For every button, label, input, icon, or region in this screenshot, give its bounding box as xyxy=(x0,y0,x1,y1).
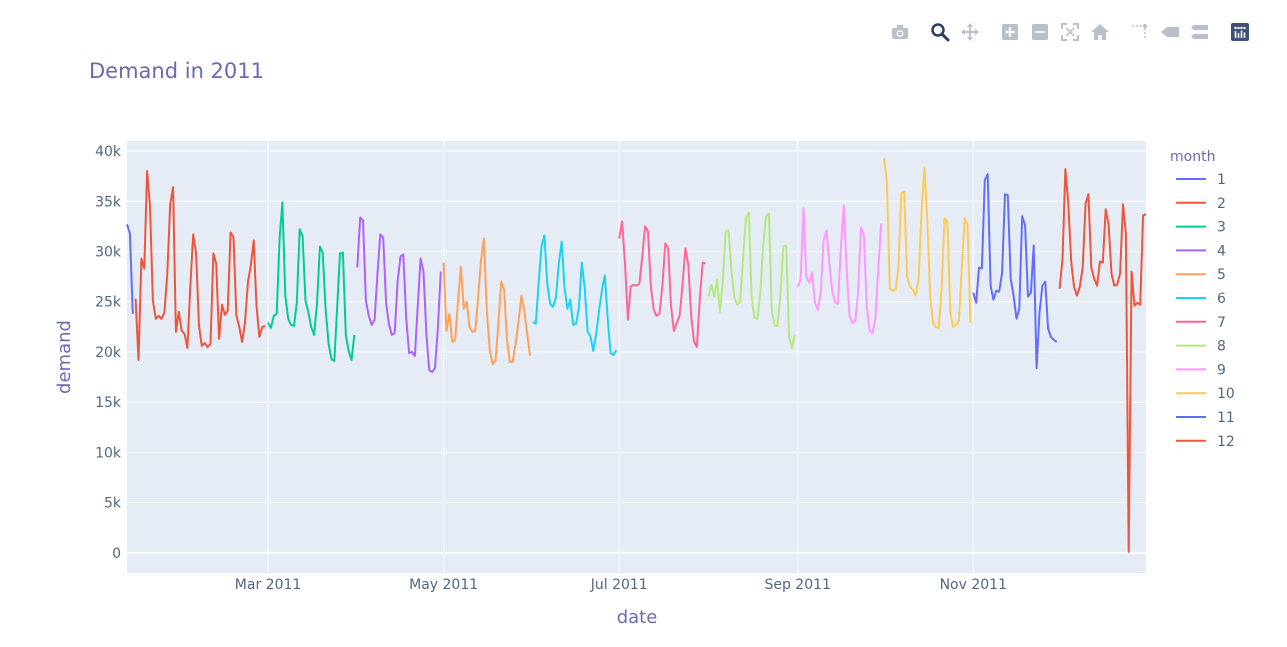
series-line-month-4[interactable] xyxy=(356,216,442,374)
y-tick-label: 20k xyxy=(95,345,122,361)
plotly-logo-button[interactable] xyxy=(1228,20,1252,44)
legend-label: 3 xyxy=(1217,220,1226,236)
series-line-month-1[interactable] xyxy=(126,224,134,314)
chart-title: Demand in 2011 xyxy=(89,59,264,83)
legend-item-month-6[interactable]: 6 xyxy=(1176,291,1226,307)
legend-item-month-11[interactable]: 11 xyxy=(1176,410,1235,426)
y-tick-label: 0 xyxy=(112,546,121,562)
x-tick-label: Nov 2011 xyxy=(940,577,1007,593)
legend-item-month-3[interactable]: 3 xyxy=(1176,220,1226,236)
y-tick-label: 40k xyxy=(95,144,122,160)
plot-background[interactable] xyxy=(127,141,1146,573)
legend-label: 2 xyxy=(1217,196,1226,212)
y-tick-label: 30k xyxy=(95,245,122,261)
series-line-month-9[interactable] xyxy=(796,204,883,334)
camera-icon xyxy=(892,25,908,39)
home-button[interactable] xyxy=(1088,20,1112,44)
series-layer xyxy=(126,157,1147,553)
series-line-month-6[interactable] xyxy=(532,234,618,356)
series-line-month-3[interactable] xyxy=(267,201,356,362)
y-tick-label: 5k xyxy=(104,496,122,512)
zoom-out-button[interactable] xyxy=(1028,20,1052,44)
legend-label: 6 xyxy=(1217,291,1226,307)
legend-item-month-1[interactable]: 1 xyxy=(1176,172,1226,188)
zoom-icon xyxy=(931,23,950,42)
spike-lines-icon xyxy=(1132,24,1147,39)
zoom-in-icon xyxy=(1002,24,1018,40)
x-tick-labels: Mar 2011 May 2011 Jul 2011 Sep 2011 Nov 2011 xyxy=(235,577,1007,593)
legend-label: 7 xyxy=(1217,315,1226,331)
legend-item-month-2[interactable]: 2 xyxy=(1176,196,1226,212)
legend-item-month-5[interactable]: 5 xyxy=(1176,267,1226,283)
legend-label: 1 xyxy=(1217,172,1226,188)
legend-label: 5 xyxy=(1217,267,1226,283)
series-line-month-2[interactable] xyxy=(134,170,266,361)
legend-item-month-4[interactable]: 4 xyxy=(1176,243,1226,259)
hover-closest-icon xyxy=(1161,27,1179,37)
hover-compare-button[interactable] xyxy=(1188,20,1212,44)
legend-item-month-8[interactable]: 8 xyxy=(1176,339,1226,355)
legend-item-month-10[interactable]: 10 xyxy=(1176,386,1235,402)
y-tick-label: 25k xyxy=(95,295,122,311)
zoom-button[interactable] xyxy=(928,20,952,44)
y-tick-label: 10k xyxy=(95,445,122,461)
y-tick-label: 35k xyxy=(95,194,122,210)
hover-closest-button[interactable] xyxy=(1158,20,1182,44)
pan-button[interactable] xyxy=(958,20,982,44)
hover-compare-icon xyxy=(1191,25,1208,39)
zoom-in-button[interactable] xyxy=(998,20,1022,44)
home-icon xyxy=(1091,24,1109,40)
camera-button[interactable] xyxy=(888,20,912,44)
legend-label: 10 xyxy=(1217,386,1235,402)
legend-label: 8 xyxy=(1217,339,1226,355)
autoscale-button[interactable] xyxy=(1058,20,1082,44)
x-tick-label: Mar 2011 xyxy=(235,577,302,593)
series-line-month-12[interactable] xyxy=(1058,168,1147,553)
series-line-month-10[interactable] xyxy=(883,157,972,329)
series-line-month-8[interactable] xyxy=(707,211,796,349)
series-line-month-11[interactable] xyxy=(972,173,1058,370)
autoscale-icon xyxy=(1061,23,1079,41)
plotly-logo-icon xyxy=(1231,23,1249,41)
legend-label: 11 xyxy=(1217,410,1235,426)
x-tick-label: Jul 2011 xyxy=(590,577,648,593)
legend-item-month-7[interactable]: 7 xyxy=(1176,315,1226,331)
spike-lines-button[interactable] xyxy=(1128,20,1152,44)
legend-title: month xyxy=(1170,149,1215,165)
y-axis-title: demand xyxy=(54,320,75,394)
series-line-month-7[interactable] xyxy=(618,220,706,348)
x-tick-label: May 2011 xyxy=(409,577,478,593)
legend-label: 9 xyxy=(1217,362,1226,378)
y-tick-label: 15k xyxy=(95,395,122,411)
pan-icon xyxy=(961,23,979,41)
legend-item-month-12[interactable]: 12 xyxy=(1176,434,1235,450)
x-gridlines xyxy=(267,141,974,573)
zoom-out-icon xyxy=(1032,24,1048,40)
x-axis-title: date xyxy=(617,607,658,628)
legend-label: 4 xyxy=(1217,243,1226,259)
series-line-month-5[interactable] xyxy=(442,237,531,365)
legend-item-month-9[interactable]: 9 xyxy=(1176,362,1226,378)
x-tick-label: Sep 2011 xyxy=(764,577,830,593)
y-tick-labels: 0 5k 10k 15k 20k 25k 30k 35k 40k xyxy=(95,144,122,562)
legend-label: 12 xyxy=(1217,434,1235,450)
